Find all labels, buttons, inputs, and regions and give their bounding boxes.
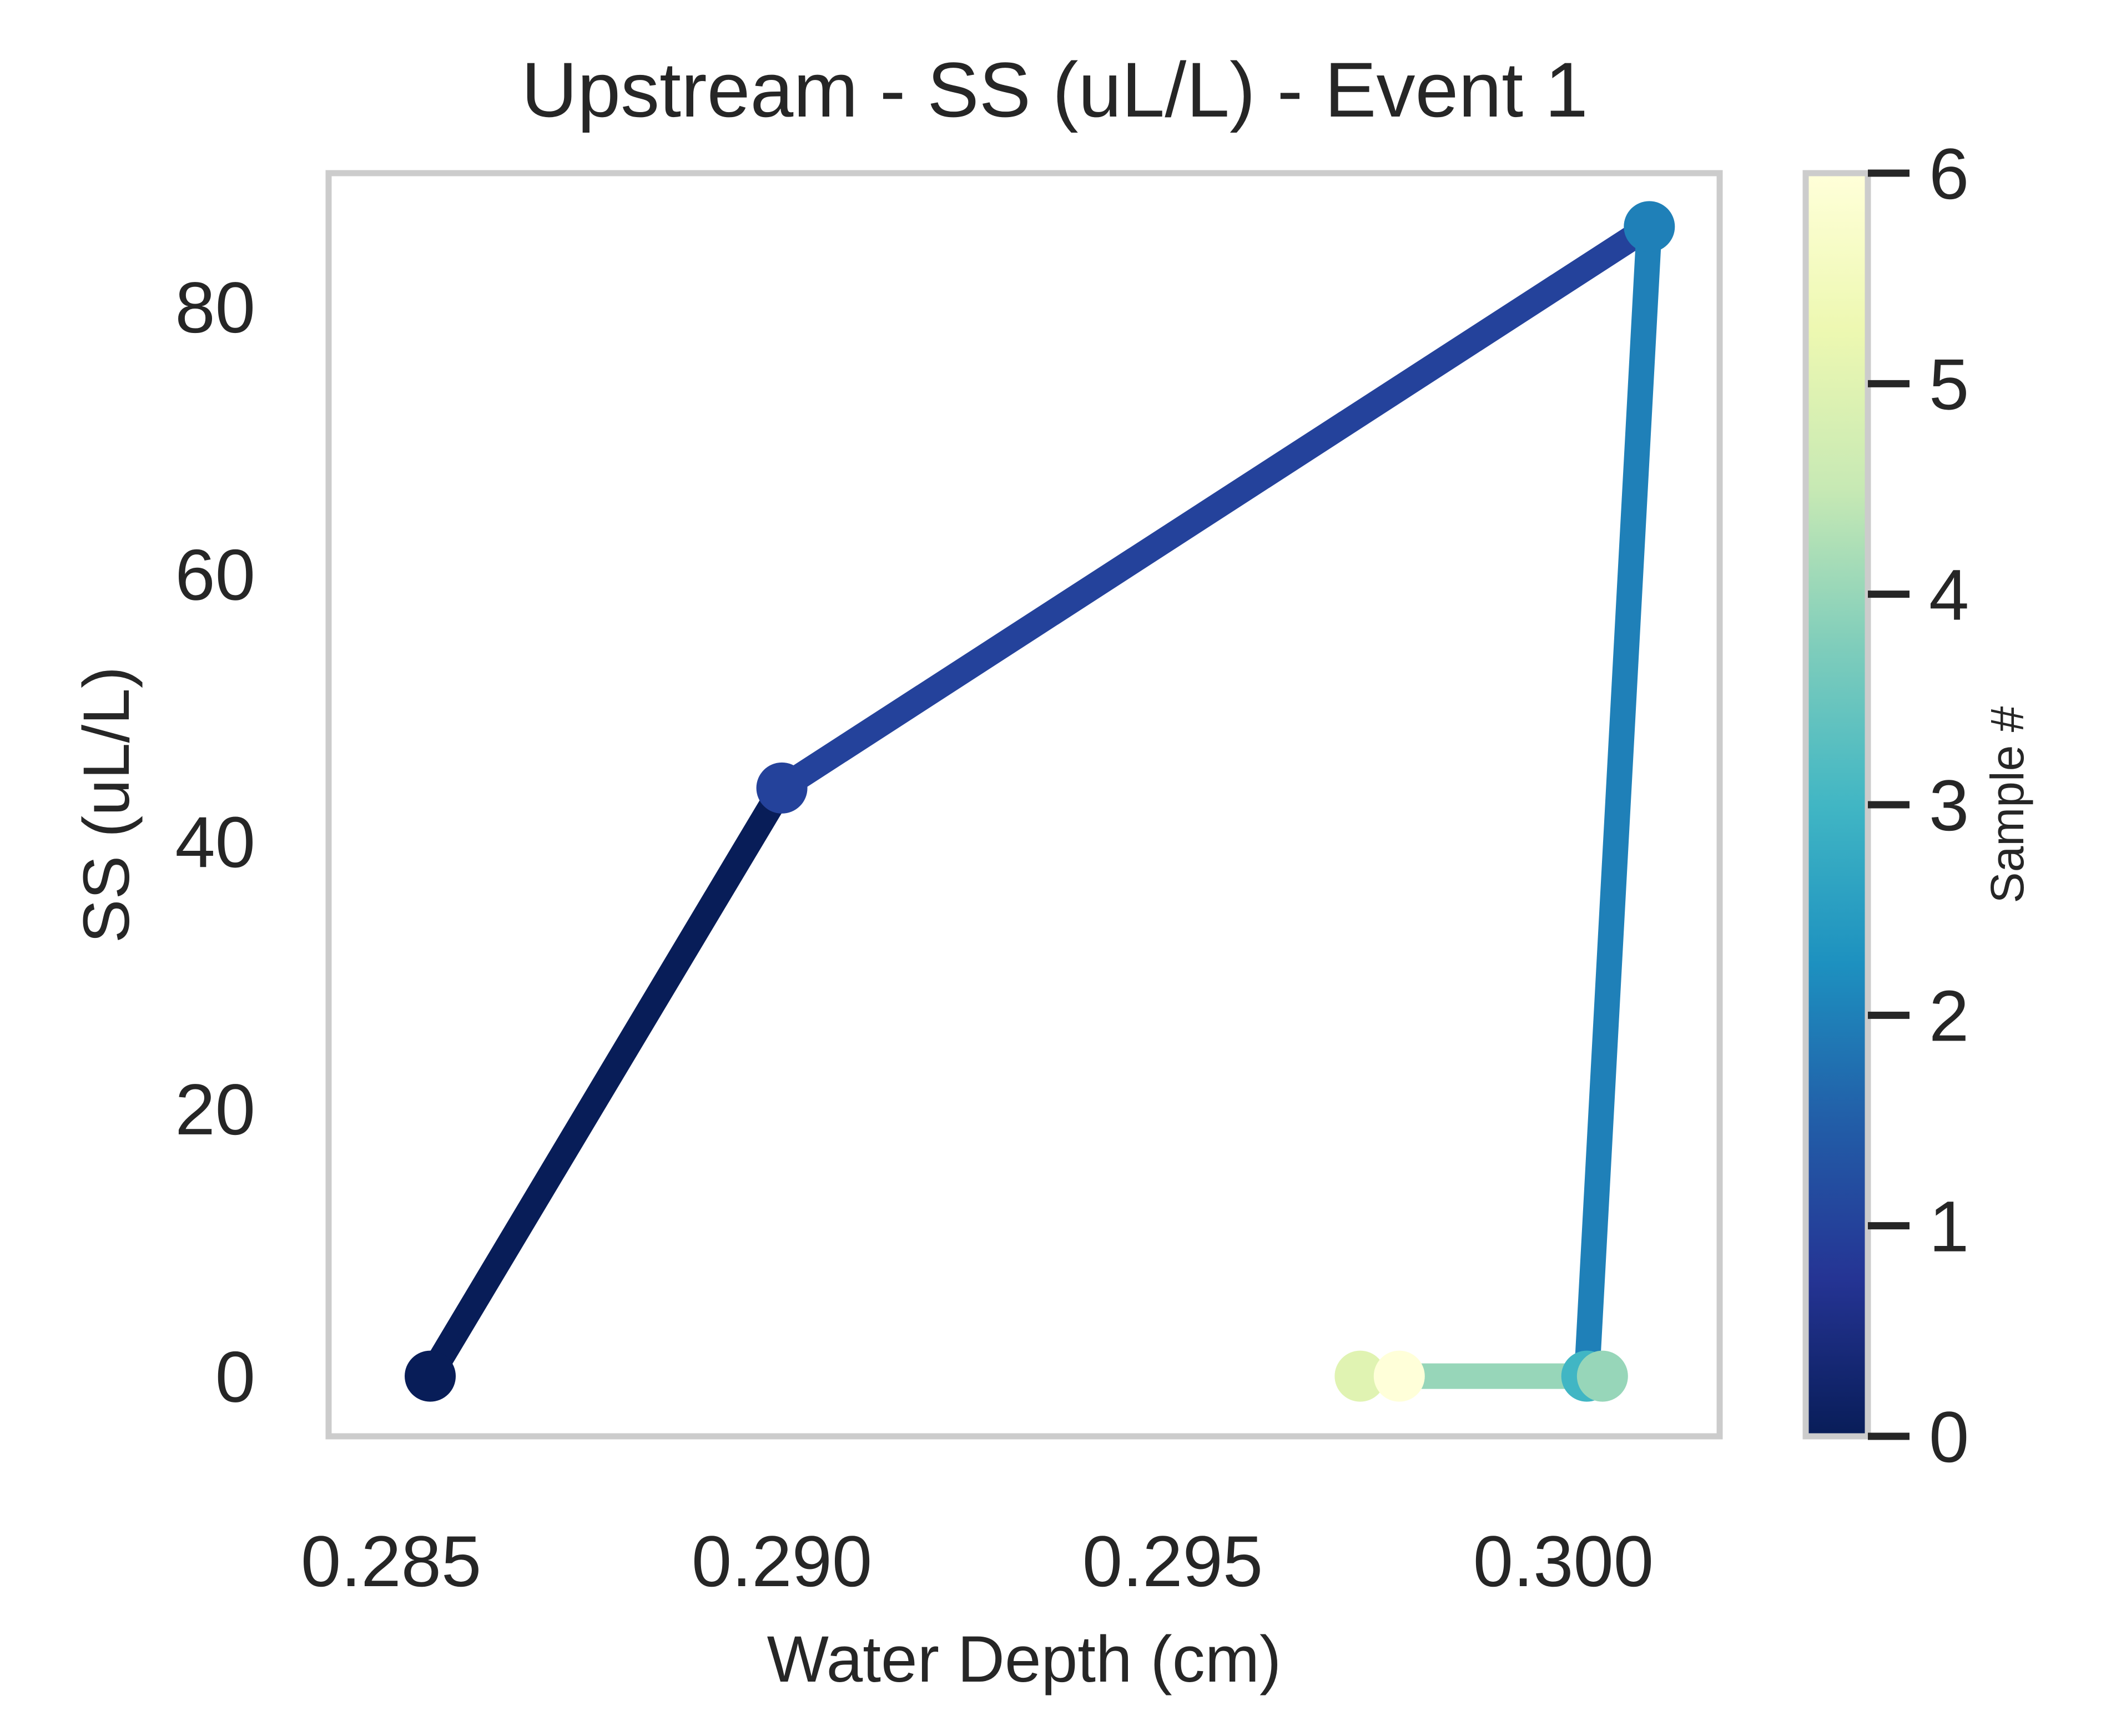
line-segment-2-3 xyxy=(1574,226,1662,1377)
colorbar-tick-label: 0 xyxy=(1929,1396,1969,1477)
y-tick-label: 80 xyxy=(175,267,255,348)
data-point-sample-1 xyxy=(756,762,808,814)
line-segment-0-1 xyxy=(419,781,793,1383)
data-point-sample-4 xyxy=(1576,1350,1628,1402)
colorbar-tick-label: 5 xyxy=(1929,344,1969,425)
line-segments xyxy=(419,216,1662,1389)
y-axis-ticks: 0 20 40 60 80 xyxy=(175,267,255,1417)
y-tick-label: 0 xyxy=(215,1336,255,1417)
y-tick-label: 40 xyxy=(175,801,255,882)
x-axis-ticks: 0.285 0.290 0.295 0.300 xyxy=(301,1521,1654,1602)
chart-title: Upstream - SS (uL/L) - Event 1 xyxy=(521,46,1588,133)
y-tick-label: 60 xyxy=(175,534,255,615)
x-axis-label: Water Depth (cm) xyxy=(767,1623,1282,1696)
colorbar-tick-label: 3 xyxy=(1929,765,1969,846)
y-tick-label: 20 xyxy=(175,1069,255,1150)
data-point-sample-2 xyxy=(1624,201,1675,253)
data-point-sample-0 xyxy=(405,1350,456,1402)
y-axis-label: SS (uL/L) xyxy=(70,667,143,943)
data-markers xyxy=(405,201,1675,1402)
data-point-sample-6 xyxy=(1373,1350,1425,1402)
colorbar-tick-label: 1 xyxy=(1929,1186,1969,1267)
colorbar-label: Sample # xyxy=(1981,706,2033,903)
plot-frame xyxy=(325,170,1723,1440)
line-segment-1-2 xyxy=(775,216,1656,799)
data-point-sample-5 xyxy=(1334,1350,1386,1402)
colorbar-tick-label: 6 xyxy=(1929,133,1969,214)
x-tick-label: 0.285 xyxy=(301,1521,481,1602)
x-tick-label: 0.300 xyxy=(1473,1521,1654,1602)
colorbar: 0 1 2 3 4 5 6 Sample # xyxy=(1802,133,2033,1477)
colorbar-gradient xyxy=(1802,170,1871,1440)
colorbar-tick-label: 2 xyxy=(1929,975,1969,1056)
colorbar-tick-label: 4 xyxy=(1929,554,1969,635)
plot-area xyxy=(325,170,1723,1440)
colorbar-ticks: 0 1 2 3 4 5 6 xyxy=(1868,133,1969,1477)
x-tick-label: 0.295 xyxy=(1082,1521,1263,1602)
x-tick-label: 0.290 xyxy=(692,1521,872,1602)
